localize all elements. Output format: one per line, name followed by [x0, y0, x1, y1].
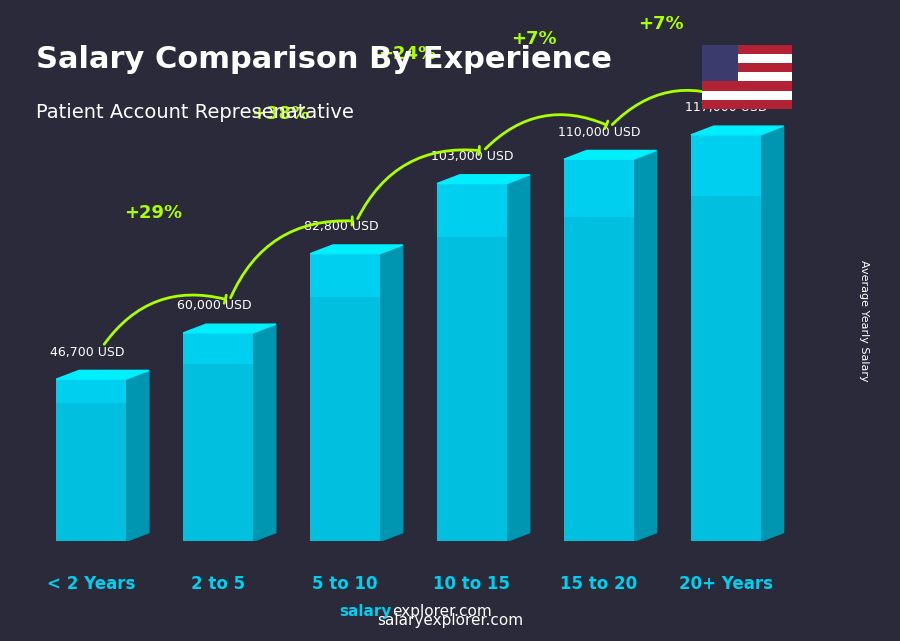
- Polygon shape: [380, 245, 402, 542]
- Text: 82,800 USD: 82,800 USD: [303, 221, 378, 233]
- Text: Salary Comparison By Experience: Salary Comparison By Experience: [36, 45, 612, 74]
- Bar: [56, 379, 126, 542]
- Text: 10 to 15: 10 to 15: [434, 576, 510, 594]
- Text: 117,000 USD: 117,000 USD: [685, 101, 767, 115]
- Polygon shape: [310, 245, 402, 254]
- Bar: [702, 63, 792, 72]
- Polygon shape: [760, 126, 784, 542]
- Text: 5 to 10: 5 to 10: [312, 576, 378, 594]
- Polygon shape: [634, 151, 657, 542]
- Text: explorer.com: explorer.com: [392, 604, 492, 619]
- Bar: [564, 159, 634, 542]
- Text: salary: salary: [339, 604, 392, 619]
- Bar: [437, 183, 507, 237]
- Text: +7%: +7%: [511, 30, 557, 48]
- Bar: [702, 90, 792, 100]
- Bar: [702, 100, 792, 109]
- Text: 60,000 USD: 60,000 USD: [176, 299, 251, 313]
- Bar: [437, 183, 507, 542]
- Text: 20+ Years: 20+ Years: [679, 576, 773, 594]
- Bar: [564, 159, 634, 217]
- Bar: [184, 333, 253, 542]
- Text: 2 to 5: 2 to 5: [191, 576, 245, 594]
- Text: +38%: +38%: [251, 105, 310, 123]
- Bar: [702, 45, 792, 54]
- Polygon shape: [564, 151, 657, 159]
- Text: +24%: +24%: [378, 45, 436, 63]
- Text: salaryexplorer.com: salaryexplorer.com: [377, 613, 523, 628]
- Polygon shape: [253, 324, 275, 542]
- Text: +29%: +29%: [124, 204, 183, 222]
- Bar: [691, 135, 760, 196]
- Polygon shape: [691, 126, 784, 135]
- Text: 110,000 USD: 110,000 USD: [558, 126, 640, 138]
- Polygon shape: [56, 370, 148, 379]
- Text: 15 to 20: 15 to 20: [561, 576, 637, 594]
- Polygon shape: [126, 370, 148, 542]
- Bar: [310, 254, 380, 297]
- Bar: [702, 72, 792, 81]
- Text: 103,000 USD: 103,000 USD: [431, 150, 513, 163]
- Bar: [702, 45, 738, 81]
- Bar: [310, 254, 380, 542]
- Bar: [184, 333, 253, 364]
- Bar: [702, 81, 792, 90]
- Bar: [702, 54, 792, 63]
- Polygon shape: [184, 324, 275, 333]
- Text: < 2 Years: < 2 Years: [47, 576, 135, 594]
- Text: Average Yearly Salary: Average Yearly Salary: [859, 260, 869, 381]
- Polygon shape: [437, 175, 530, 183]
- Bar: [56, 379, 126, 403]
- Text: Patient Account Represenatative: Patient Account Represenatative: [36, 103, 354, 122]
- Text: 46,700 USD: 46,700 USD: [50, 345, 124, 359]
- Polygon shape: [507, 175, 530, 542]
- Bar: [691, 135, 760, 542]
- Text: +7%: +7%: [638, 15, 684, 33]
